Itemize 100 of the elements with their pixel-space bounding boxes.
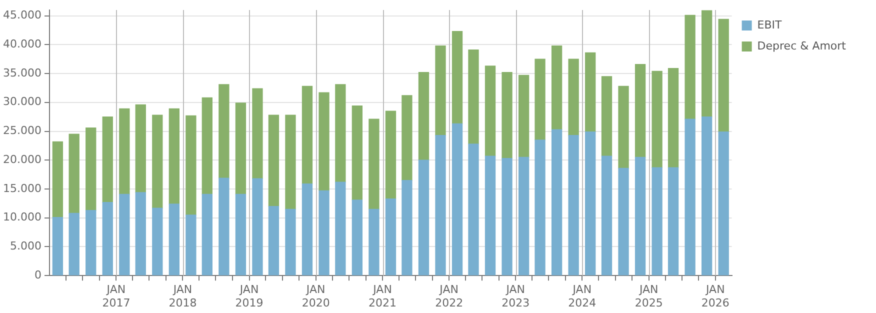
bar <box>86 210 96 276</box>
bar <box>702 10 712 118</box>
bar <box>268 206 280 276</box>
x-tick-label: JAN 2026 <box>701 283 730 310</box>
y-tick-label: 10.000 <box>2 210 42 224</box>
bar <box>601 156 612 276</box>
bar <box>618 168 629 276</box>
legend-label: EBIT <box>757 18 782 32</box>
bar <box>135 192 146 276</box>
bar <box>252 88 263 179</box>
bar <box>585 132 596 276</box>
bar <box>518 74 530 158</box>
bar <box>368 208 380 276</box>
y-tick-label: 5.000 <box>10 240 42 253</box>
bar <box>702 116 712 276</box>
y-tick-label: 0 <box>34 268 42 282</box>
bar <box>102 116 113 203</box>
bar <box>534 58 546 140</box>
bar <box>202 194 212 276</box>
bar <box>318 190 330 276</box>
bar <box>468 50 479 144</box>
y-tick-label: 35.000 <box>2 66 42 80</box>
bar <box>634 156 646 276</box>
bar <box>601 76 612 156</box>
x-tick-label: JAN 2018 <box>168 283 197 310</box>
x-tick-label: JAN 2023 <box>502 283 530 310</box>
x-tick-label: JAN 2020 <box>302 283 330 310</box>
bar <box>335 84 346 182</box>
bar <box>152 208 163 276</box>
bar <box>268 114 280 207</box>
bar <box>634 64 646 158</box>
bar <box>568 134 579 276</box>
y-tick-label: 15.000 <box>2 182 42 195</box>
bar <box>218 178 230 276</box>
bar <box>68 134 80 214</box>
bar <box>202 97 212 195</box>
bar <box>668 68 679 168</box>
bar <box>551 129 562 276</box>
x-tick-label: JAN 2017 <box>102 283 130 310</box>
bar <box>68 212 80 276</box>
bar <box>302 183 313 276</box>
bar <box>551 45 562 130</box>
bar <box>385 110 396 200</box>
bar <box>435 134 446 276</box>
x-tick-label: JAN 2022 <box>435 283 464 310</box>
bar <box>452 123 463 276</box>
bar <box>52 216 64 276</box>
bar <box>718 18 729 132</box>
bar <box>302 86 313 184</box>
bar <box>668 167 679 276</box>
bar <box>186 214 196 276</box>
bar <box>218 84 230 178</box>
bar <box>684 14 696 120</box>
bar <box>652 167 662 276</box>
y-tick-label: 45.000 <box>2 8 42 22</box>
bar <box>402 95 412 181</box>
bar <box>402 180 412 276</box>
bar <box>186 115 196 216</box>
bar <box>518 156 530 276</box>
bar <box>652 70 662 168</box>
bar <box>484 66 496 156</box>
bar <box>102 202 113 276</box>
bar <box>352 106 363 200</box>
bar <box>684 118 696 276</box>
x-tick-label: JAN 2025 <box>634 283 663 310</box>
bar <box>502 72 512 159</box>
y-tick-label: 30.000 <box>2 95 42 108</box>
bar <box>585 52 596 132</box>
bar <box>235 194 246 276</box>
y-tick-label: 20.000 <box>2 152 42 166</box>
bar <box>418 72 430 160</box>
bar <box>168 108 180 204</box>
bar <box>718 132 729 276</box>
bar <box>435 45 446 136</box>
bar <box>235 102 246 195</box>
bar <box>168 204 180 276</box>
bar <box>285 114 296 210</box>
legend-label: Deprec & Amort <box>757 39 847 52</box>
bar <box>452 31 463 124</box>
bar <box>385 198 396 276</box>
bar <box>135 104 146 193</box>
x-tick-label: JAN 2019 <box>235 283 264 310</box>
y-tick-label: 40.000 <box>2 38 42 51</box>
bar <box>119 108 130 195</box>
bar <box>352 200 363 276</box>
bar <box>502 158 512 276</box>
bar <box>318 92 330 192</box>
bar <box>468 144 479 276</box>
y-tick-label: 25.000 <box>2 124 42 138</box>
bar <box>484 156 496 276</box>
bar <box>534 140 546 276</box>
x-tick-label: JAN 2024 <box>568 283 596 310</box>
bar <box>119 194 130 276</box>
bar <box>285 208 296 276</box>
bar <box>52 141 64 218</box>
bar <box>152 114 163 208</box>
bar <box>86 127 96 211</box>
bar <box>618 86 629 169</box>
bar <box>252 178 263 276</box>
bar <box>335 182 346 276</box>
